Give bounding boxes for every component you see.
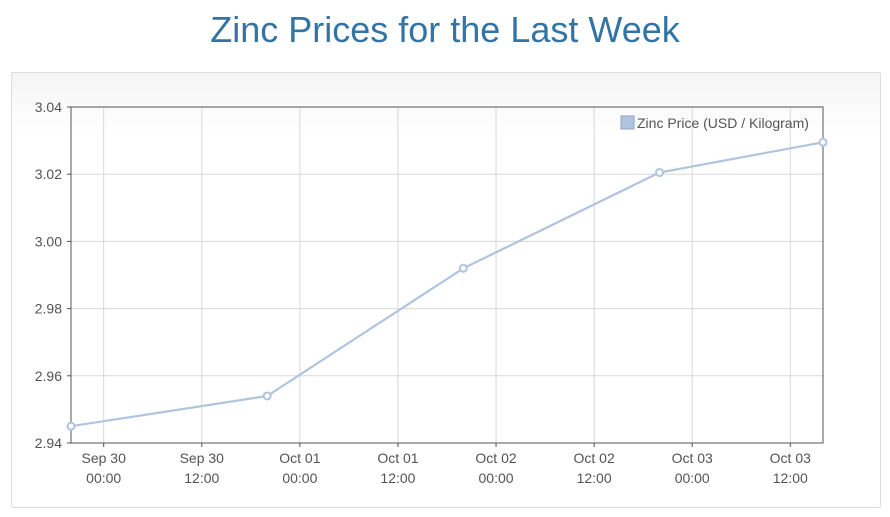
series-line (70, 141, 824, 428)
chart-panel (11, 72, 881, 508)
series-layer (66, 137, 828, 431)
page-title: Zinc Prices for the Last Week (210, 9, 680, 50)
x-tick-label: Oct 03 00:00 (672, 450, 713, 486)
data-point[interactable] (818, 137, 828, 147)
legend: Zinc Price (USD / Kilogram) (620, 115, 809, 131)
x-tick-label: Oct 02 12:00 (574, 450, 615, 486)
legend-swatch (620, 115, 635, 130)
y-axis-ticks: 2.94 2.96 2.98 3.00 3.02 3.04 (35, 99, 71, 451)
x-tick-label: Oct 03 12:00 (770, 450, 811, 486)
plot-frame (70, 106, 824, 444)
x-tick-label: Sep 30 12:00 (180, 450, 225, 486)
x-tick-label: Oct 01 12:00 (377, 450, 418, 486)
y-tick-label: 2.98 (35, 301, 62, 317)
x-axis-ticks: Sep 30 00:00 Sep 30 12:00 Oct 01 00:00 Oct 01 1… (82, 443, 811, 486)
data-point[interactable] (655, 168, 665, 178)
y-tick-label: 3.02 (35, 166, 62, 182)
data-point[interactable] (66, 421, 76, 431)
y-tick-label: 3.04 (35, 99, 62, 115)
x-tick-label: Oct 01 00:00 (279, 450, 320, 486)
x-tick-label: Sep 30 00:00 (82, 450, 127, 486)
legend-label: Zinc Price (USD / Kilogram) (637, 115, 809, 131)
data-point[interactable] (458, 263, 468, 273)
x-tick-label: Oct 02 00:00 (475, 450, 516, 486)
y-tick-label: 3.00 (35, 233, 62, 249)
y-tick-label: 2.94 (35, 435, 62, 451)
data-point[interactable] (262, 391, 272, 401)
grid-lines (71, 107, 823, 443)
y-tick-label: 2.96 (35, 368, 62, 384)
